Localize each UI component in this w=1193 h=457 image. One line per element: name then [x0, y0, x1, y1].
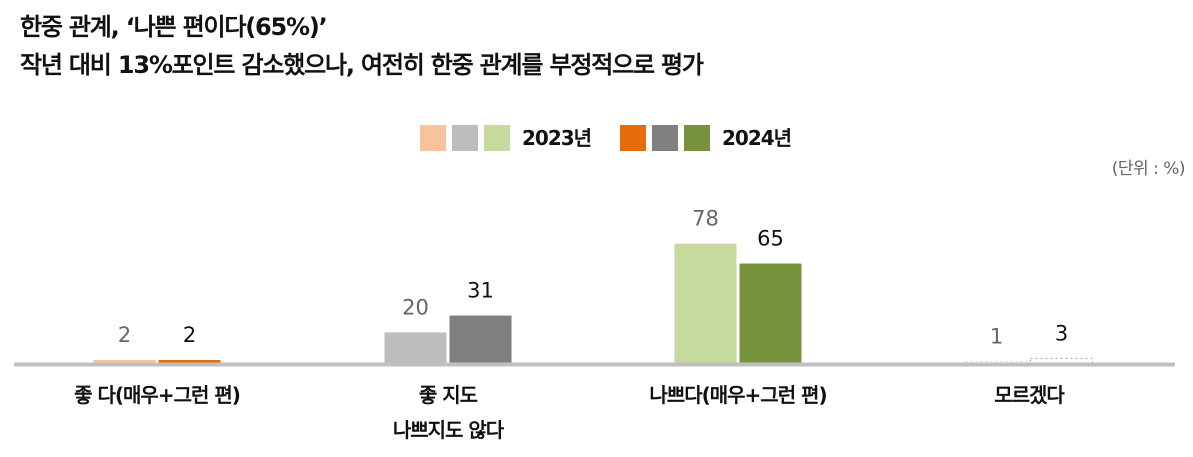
value-label-2023-good: 2: [118, 323, 131, 347]
legend-swatch-2024-bad: [684, 125, 710, 151]
bar-2024-bad: [739, 263, 802, 363]
legend-swatch-2024-good: [620, 125, 646, 151]
bar-2023-good: [93, 359, 156, 363]
bar-2024-neutral: [449, 315, 512, 363]
bar-2024-good: [158, 359, 221, 363]
bar-2023-unknown: [965, 360, 1028, 364]
category-label-good: 좋 다(매우+그런 편): [74, 383, 241, 407]
bar-2023-neutral: [384, 332, 447, 363]
category-label-neutral: 좋 지도 나쁘지도 않다: [392, 383, 504, 442]
legend-label-2024: 2024년: [722, 126, 792, 150]
legend-swatch-2023-bad: [484, 125, 510, 151]
bar-2023-bad: [674, 243, 737, 363]
unit-note: (단위 : %): [1111, 159, 1186, 179]
legend-label-2023: 2023년: [522, 126, 592, 150]
legend-swatch-2023-neutral: [452, 125, 478, 151]
category-label-unknown: 모르겠다: [994, 383, 1065, 407]
legend-swatch-2024-neutral: [652, 125, 678, 151]
category-label-bad: 나쁘다(매우+그런 편): [649, 383, 827, 407]
value-label-2023-unknown: 1: [990, 324, 1003, 348]
value-label-2023-neutral: 20: [402, 295, 429, 319]
bar-2024-unknown: [1030, 357, 1093, 364]
value-label-2024-neutral: 31: [467, 279, 494, 303]
legend-swatch-2023-good: [420, 125, 446, 151]
chart-title: 한중 관계, ‘나쁜 편이다(65%)’: [20, 13, 328, 41]
title-block: 한중 관계, ‘나쁜 편이다(65%)’ 작년 대비 13%포인트 감소했으나,…: [20, 8, 704, 84]
value-label-2024-bad: 65: [757, 227, 784, 251]
value-label-2024-good: 2: [183, 323, 196, 347]
value-label-2023-bad: 78: [692, 207, 719, 231]
value-label-2024-unknown: 3: [1055, 321, 1068, 345]
chart-subtitle: 작년 대비 13%포인트 감소했으나, 여전히 한중 관계를 부정적으로 평가: [20, 51, 704, 79]
